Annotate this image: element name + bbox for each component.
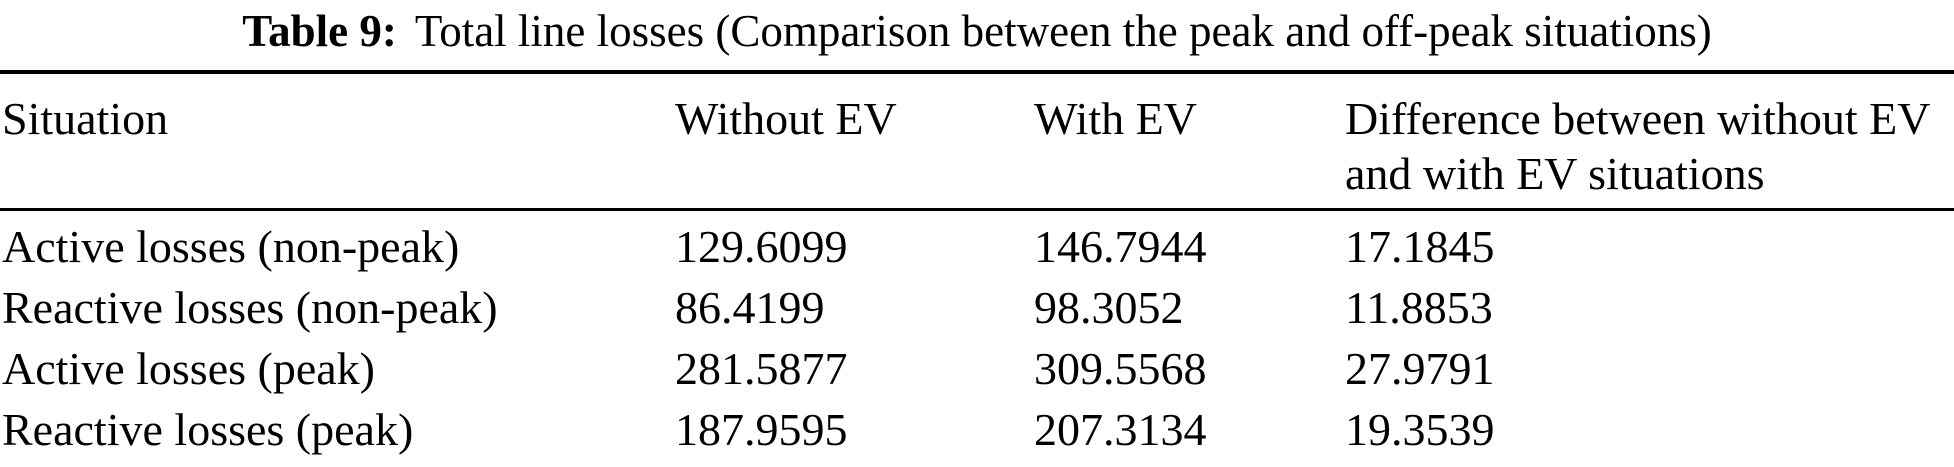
cell-situation: Active losses (peak) [2,343,375,394]
cell-difference: 17.1845 [1345,221,1495,272]
column-header-without-ev: Without EV [675,72,1034,211]
cell-without-ev: 129.6099 [675,221,848,272]
cell-without-ev: 86.4199 [675,282,825,333]
cell-without-ev: 187.9595 [675,404,848,455]
cell-without-ev: 281.5877 [675,343,848,394]
column-header-with-ev: With EV [1034,72,1345,211]
table-row: Reactive losses (peak) 187.9595 207.3134… [0,399,1954,467]
table-body: Active losses (non-peak) 129.6099 146.79… [0,210,1954,467]
cell-with-ev: 309.5568 [1034,343,1207,394]
line-losses-table: Situation Without EV With EV Difference … [0,70,1954,467]
table-row: Active losses (non-peak) 129.6099 146.79… [0,210,1954,278]
header-row: Situation Without EV With EV Difference … [0,72,1954,211]
cell-difference: 11.8853 [1345,282,1493,333]
cell-with-ev: 207.3134 [1034,404,1207,455]
cell-with-ev: 98.3052 [1034,282,1184,333]
cell-with-ev: 146.7944 [1034,221,1207,272]
cell-situation: Reactive losses (non-peak) [2,282,498,333]
cell-situation: Active losses (non-peak) [2,221,460,272]
table-row: Reactive losses (non-peak) 86.4199 98.30… [0,277,1954,338]
table-caption: Table 9: Total line losses (Comparison be… [0,0,1954,60]
cell-difference: 19.3539 [1345,404,1495,455]
cell-difference: 27.9791 [1345,343,1495,394]
table-caption-label: Table 9: [242,6,397,56]
cell-situation: Reactive losses (peak) [2,404,414,455]
table-row: Active losses (peak) 281.5877 309.5568 2… [0,338,1954,399]
column-header-situation: Situation [0,72,675,211]
column-header-difference: Difference between without EV and with E… [1345,72,1954,211]
table-header: Situation Without EV With EV Difference … [0,72,1954,211]
table-caption-text: Total line losses (Comparison between th… [414,6,1712,56]
